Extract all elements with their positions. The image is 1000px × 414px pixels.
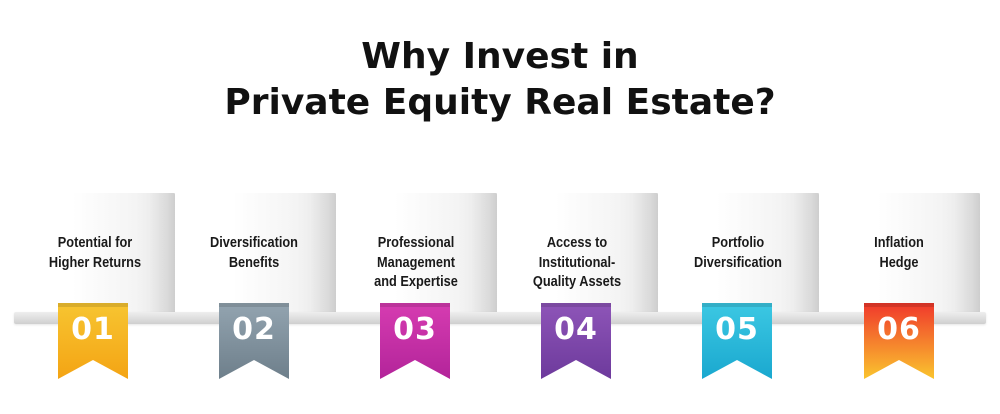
step-label-5: Portfolio Diversification bbox=[694, 235, 782, 271]
step-card-6 bbox=[822, 193, 980, 313]
timeline-track bbox=[14, 312, 986, 324]
step-card-4 bbox=[500, 193, 658, 313]
ribbon-top-shadow bbox=[380, 303, 450, 307]
step-label-1: Potential for Higher Returns bbox=[48, 235, 142, 271]
step-number-6: 06 bbox=[877, 312, 921, 347]
step-label-2: Diversification Benefits bbox=[210, 235, 298, 271]
title-line-1: Why Invest in bbox=[361, 36, 639, 77]
ribbon-fill bbox=[58, 303, 128, 379]
step-number-4: 04 bbox=[554, 312, 598, 347]
ribbon-fill bbox=[219, 303, 289, 379]
step-number-3: 03 bbox=[393, 312, 437, 347]
ribbon-top-shadow bbox=[219, 303, 289, 307]
step-number-2: 02 bbox=[232, 312, 276, 347]
ribbon-fill bbox=[864, 303, 934, 379]
step-ribbon-2: 02 bbox=[219, 303, 289, 379]
ribbon-top-shadow bbox=[702, 303, 772, 307]
step-label-3: Professional Management and Expertise bbox=[374, 235, 458, 290]
page-title: Why Invest in Private Equity Real Estate… bbox=[0, 34, 1000, 126]
ribbon-fill bbox=[702, 303, 772, 379]
step-ribbon-6: 06 bbox=[864, 303, 934, 379]
ribbon-banner-shape bbox=[58, 303, 128, 379]
ribbon-fill bbox=[380, 303, 450, 379]
step-label-6: Inflation Hedge bbox=[874, 235, 924, 271]
step-ribbon-5: 05 bbox=[702, 303, 772, 379]
ribbon-banner-shape bbox=[219, 303, 289, 379]
step-card-5 bbox=[661, 193, 819, 313]
step-ribbon-3: 03 bbox=[380, 303, 450, 379]
ribbon-banner-shape bbox=[702, 303, 772, 379]
step-card-3 bbox=[339, 193, 497, 313]
step-card-2 bbox=[178, 193, 336, 313]
step-number-5: 05 bbox=[715, 312, 759, 347]
step-ribbon-1: 01 bbox=[58, 303, 128, 379]
step-number-1: 01 bbox=[71, 312, 115, 347]
ribbon-banner-shape bbox=[541, 303, 611, 379]
step-label-4: Access to Institutional- Quality Assets bbox=[532, 235, 622, 290]
ribbon-top-shadow bbox=[864, 303, 934, 307]
step-card-1 bbox=[17, 193, 175, 313]
ribbon-banner-shape bbox=[380, 303, 450, 379]
ribbon-top-shadow bbox=[541, 303, 611, 307]
ribbon-banner-shape bbox=[864, 303, 934, 379]
title-line-2: Private Equity Real Estate? bbox=[224, 82, 776, 123]
ribbon-top-shadow bbox=[58, 303, 128, 307]
ribbon-fill bbox=[541, 303, 611, 379]
step-ribbon-4: 04 bbox=[541, 303, 611, 379]
